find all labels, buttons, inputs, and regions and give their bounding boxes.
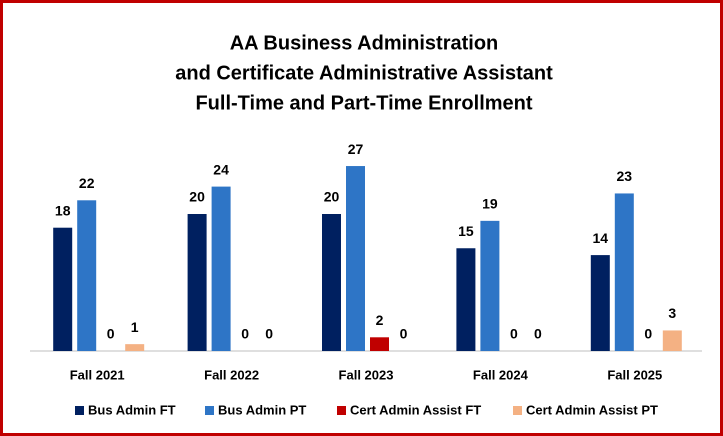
data-label: 20 — [189, 189, 205, 205]
data-label: 0 — [241, 326, 249, 342]
data-label: 1 — [131, 319, 139, 335]
chart-title: AA Business Administration — [230, 32, 499, 54]
legend-swatch — [337, 406, 346, 415]
bar — [322, 214, 341, 351]
bar — [77, 200, 97, 351]
data-label: 0 — [107, 326, 115, 342]
bar — [53, 227, 73, 351]
data-label: 15 — [458, 223, 474, 239]
data-label: 18 — [55, 202, 71, 218]
data-label: 2 — [376, 312, 384, 328]
data-label: 0 — [534, 326, 542, 342]
bar — [456, 248, 476, 351]
bar — [662, 330, 682, 351]
data-label: 0 — [265, 326, 273, 342]
data-label: 0 — [400, 326, 408, 342]
legend-swatch — [513, 406, 522, 415]
data-label: 23 — [617, 168, 633, 184]
chart-title: and Certificate Administrative Assistant — [175, 62, 553, 84]
x-tick-label: Fall 2025 — [607, 367, 662, 382]
data-label: 27 — [348, 141, 364, 157]
x-tick-label: Fall 2021 — [70, 367, 125, 382]
x-tick-label: Fall 2024 — [473, 367, 529, 382]
legend-swatch — [205, 406, 214, 415]
data-label: 14 — [593, 230, 609, 246]
x-tick-label: Fall 2022 — [204, 367, 259, 382]
bar — [125, 344, 145, 351]
bar — [370, 337, 389, 351]
x-tick-label: Fall 2023 — [339, 367, 394, 382]
data-label: 20 — [324, 189, 340, 205]
bar — [480, 220, 500, 351]
data-label: 24 — [213, 161, 229, 177]
data-label: 0 — [644, 326, 652, 342]
legend-label: Bus Admin FT — [88, 402, 176, 417]
legend-label: Bus Admin PT — [218, 402, 306, 417]
legend-swatch — [75, 406, 84, 415]
bar — [346, 166, 365, 351]
data-label: 3 — [668, 305, 676, 321]
bar — [614, 193, 634, 351]
legend-label: Cert Admin Assist FT — [350, 402, 481, 417]
legend-label: Cert Admin Assist PT — [526, 402, 658, 417]
bar — [590, 255, 610, 351]
bar — [211, 186, 231, 351]
data-label: 22 — [79, 175, 95, 191]
data-label: 0 — [510, 326, 518, 342]
chart-title: Full-Time and Part-Time Enrollment — [195, 92, 532, 114]
bar — [187, 214, 207, 351]
data-label: 19 — [482, 196, 498, 212]
